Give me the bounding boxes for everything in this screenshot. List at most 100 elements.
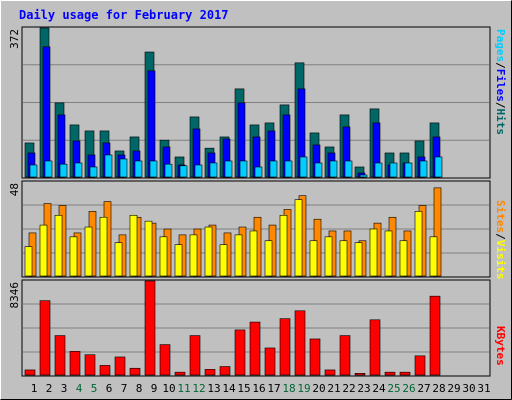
bar-visits-day-8 bbox=[129, 214, 138, 277]
bar-visits-day-17 bbox=[264, 240, 273, 277]
bar-pages-day-16 bbox=[254, 166, 263, 178]
bar-pages-day-23 bbox=[359, 174, 368, 178]
bar-visits-day-15 bbox=[234, 234, 243, 277]
x-tick-label-day-3: 3 bbox=[61, 382, 68, 395]
bar-pages-day-11 bbox=[179, 165, 188, 178]
bar-pages-day-6 bbox=[104, 154, 113, 178]
bar-kbytes-day-20 bbox=[309, 338, 321, 376]
panel-2-series-legend: Sites/Visits bbox=[494, 200, 507, 280]
bar-kbytes-day-22 bbox=[339, 335, 351, 376]
bar-kbytes-day-17 bbox=[264, 347, 276, 376]
panel-2-ymax-label: 48 bbox=[8, 183, 21, 196]
bar-pages-day-5 bbox=[89, 166, 98, 178]
bar-kbytes-day-1 bbox=[24, 369, 36, 376]
panel-3-ymax-label: 8346 bbox=[8, 282, 21, 309]
bar-pages-day-24 bbox=[374, 162, 383, 178]
x-tick-label-day-30: 30 bbox=[462, 382, 475, 395]
bar-kbytes-day-26 bbox=[399, 371, 411, 376]
bar-kbytes-day-25 bbox=[384, 371, 396, 376]
bar-kbytes-day-3 bbox=[54, 335, 66, 376]
x-tick-label-day-22: 22 bbox=[342, 382, 355, 395]
x-tick-label-day-14: 14 bbox=[222, 382, 236, 395]
bar-visits-day-1 bbox=[24, 246, 33, 277]
x-tick-label-day-18: 18 bbox=[282, 382, 295, 395]
bar-kbytes-day-2 bbox=[39, 300, 51, 376]
bar-kbytes-day-24 bbox=[369, 319, 381, 376]
bar-visits-day-18 bbox=[279, 214, 288, 277]
bar-pages-day-10 bbox=[164, 163, 173, 178]
bars-layer bbox=[23, 27, 489, 376]
bar-pages-day-26 bbox=[404, 162, 413, 178]
bar-pages-day-15 bbox=[239, 160, 248, 178]
x-tick-label-day-28: 28 bbox=[432, 382, 445, 395]
bar-visits-day-3 bbox=[54, 214, 63, 277]
bar-kbytes-day-28 bbox=[429, 295, 441, 376]
bar-kbytes-day-11 bbox=[174, 371, 186, 376]
bar-kbytes-day-5 bbox=[84, 354, 96, 376]
bar-visits-day-22 bbox=[339, 240, 348, 277]
bar-pages-day-28 bbox=[434, 156, 443, 178]
x-tick-label-day-8: 8 bbox=[136, 382, 143, 395]
bar-visits-day-27 bbox=[414, 211, 423, 277]
x-tick-label-day-25: 25 bbox=[387, 382, 400, 395]
bar-pages-day-2 bbox=[44, 160, 53, 178]
bar-pages-day-9 bbox=[149, 160, 158, 178]
bar-pages-day-19 bbox=[299, 156, 308, 178]
x-axis-labels: 1 2 3 4 5 6 7 8 9 10 11 12 13 14 15 16 17 18 19 20 21 22 23 24 2… bbox=[31, 382, 491, 395]
bar-kbytes-day-6 bbox=[99, 365, 111, 376]
x-tick-label-day-23: 23 bbox=[357, 382, 370, 395]
bar-kbytes-day-12 bbox=[189, 335, 201, 376]
bar-kbytes-day-4 bbox=[69, 351, 81, 376]
x-tick-label-day-11: 11 bbox=[177, 382, 190, 395]
bar-visits-day-28 bbox=[429, 236, 438, 277]
bar-kbytes-day-18 bbox=[279, 318, 291, 376]
x-tick-label-day-20: 20 bbox=[312, 382, 325, 395]
bar-kbytes-day-27 bbox=[414, 355, 426, 376]
bar-pages-day-7 bbox=[119, 158, 128, 178]
bar-pages-day-18 bbox=[284, 160, 293, 178]
bar-pages-day-13 bbox=[209, 162, 218, 178]
bar-visits-day-21 bbox=[324, 236, 333, 277]
bar-pages-day-3 bbox=[59, 163, 68, 178]
x-tick-label-day-1: 1 bbox=[31, 382, 38, 395]
bar-visits-day-20 bbox=[309, 240, 318, 277]
bar-pages-day-27 bbox=[419, 160, 428, 178]
bar-visits-day-4 bbox=[69, 236, 78, 277]
bar-kbytes-day-9 bbox=[144, 280, 156, 376]
x-tick-label-day-26: 26 bbox=[402, 382, 415, 395]
bar-visits-day-7 bbox=[114, 242, 123, 277]
bar-visits-day-16 bbox=[249, 230, 258, 277]
x-tick-label-day-15: 15 bbox=[237, 382, 250, 395]
bar-visits-day-19 bbox=[294, 199, 303, 277]
x-tick-label-day-4: 4 bbox=[76, 382, 83, 395]
bar-pages-day-22 bbox=[344, 160, 353, 178]
x-tick-label-day-31: 31 bbox=[477, 382, 490, 395]
bar-kbytes-day-23 bbox=[354, 373, 366, 376]
panel-3-series-legend: KBytes bbox=[494, 326, 507, 366]
bar-visits-day-23 bbox=[354, 242, 363, 277]
bar-visits-day-10 bbox=[159, 236, 168, 277]
bar-sites-day-28 bbox=[433, 187, 442, 277]
x-tick-label-day-27: 27 bbox=[417, 382, 430, 395]
bar-visits-day-6 bbox=[99, 216, 108, 277]
bar-visits-day-2 bbox=[39, 224, 48, 277]
bar-pages-day-21 bbox=[329, 160, 338, 178]
x-tick-label-day-17: 17 bbox=[267, 382, 280, 395]
x-tick-label-day-24: 24 bbox=[372, 382, 386, 395]
bar-pages-day-14 bbox=[224, 160, 233, 178]
chart-title: Daily usage for February 2017 bbox=[19, 8, 229, 22]
bar-visits-day-14 bbox=[219, 244, 228, 277]
bar-visits-day-25 bbox=[384, 230, 393, 277]
x-tick-label-day-5: 5 bbox=[91, 382, 98, 395]
panel-1-ymax-label: 372 bbox=[8, 29, 21, 49]
bar-kbytes-day-14 bbox=[219, 366, 231, 376]
bar-kbytes-day-13 bbox=[204, 369, 216, 376]
bar-visits-day-24 bbox=[369, 228, 378, 277]
x-tick-label-day-9: 9 bbox=[151, 382, 158, 395]
bar-visits-day-26 bbox=[399, 240, 408, 277]
x-tick-label-day-19: 19 bbox=[297, 382, 310, 395]
x-tick-label-day-21: 21 bbox=[327, 382, 340, 395]
bar-pages-day-20 bbox=[314, 162, 323, 178]
bar-visits-day-9 bbox=[144, 220, 153, 277]
x-tick-label-day-6: 6 bbox=[106, 382, 113, 395]
